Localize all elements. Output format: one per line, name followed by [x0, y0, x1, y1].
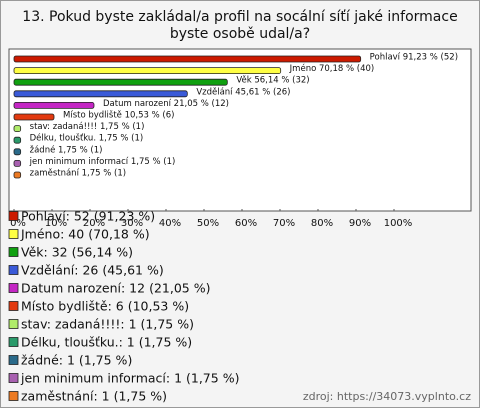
legend-label: Vzdělání: 26 (45,61 %) [21, 263, 164, 278]
x-tick-label: 10% [45, 218, 67, 229]
legend-swatch [8, 301, 19, 311]
legend-swatch [8, 373, 19, 383]
bar [13, 55, 362, 63]
value-label: Vzdělání 45,61 % (26) [196, 87, 290, 97]
legend-label: Místo bydliště: 6 (10,53 %) [21, 299, 189, 314]
legend-swatch [8, 265, 19, 275]
value-label: Jméno 70,18 % (40) [289, 63, 375, 74]
bar [13, 113, 55, 121]
legend-label: Pohlaví: 52 (91,23 %) [21, 209, 155, 224]
legend-label: žádné: 1 (1,75 %) [21, 353, 132, 368]
legend-label: Jméno: 40 (70,18 %) [20, 227, 150, 242]
legend-swatch [8, 283, 19, 293]
bar [13, 67, 282, 74]
legend-swatch [8, 391, 19, 401]
bar [13, 148, 22, 156]
value-label: stav: zadaná!!!! 1,75 % (1) [30, 122, 145, 132]
x-tick-label: 70% [273, 218, 295, 229]
chart-title: 13. Pokud byste zakládal/a profil na soc… [22, 9, 458, 42]
legend-label: Datum narození: 12 (21,05 %) [21, 281, 210, 296]
x-tick-label: 20% [83, 218, 105, 229]
bar [13, 78, 228, 86]
legend-swatch [8, 337, 19, 347]
value-label: jen minimum informací 1,75 % (1) [29, 157, 176, 167]
bar [13, 125, 22, 132]
value-label: Věk 56,14 % (32) [236, 76, 309, 86]
x-tick-label: 50% [197, 218, 219, 229]
x-tick-label: 80% [311, 218, 333, 229]
legend-label: stav: zadaná!!!!: 1 (1,75 %) [21, 317, 194, 332]
source: zdroj: https://34073.vyplnto.cz [303, 390, 471, 403]
value-label: žádné 1,75 % (1) [30, 144, 103, 155]
legend-swatch [8, 211, 19, 221]
value-label: Datum narození 21,05 % (12) [103, 99, 229, 109]
x-tick-label: 40% [159, 218, 181, 229]
value-label: Pohlaví 91,23 % (52) [370, 53, 458, 63]
bar [13, 159, 22, 167]
plot-area [8, 48, 472, 212]
legend-swatch [8, 355, 19, 365]
bar [13, 90, 188, 98]
bar [13, 171, 22, 179]
value-label: zaměstnání 1,75 % (1) [30, 169, 126, 179]
legend-swatch [8, 247, 19, 257]
x-tick-label: 0% [10, 218, 26, 229]
legend-label: zaměstnání: 1 (1,75 %) [21, 389, 167, 404]
x-tick-label: 90% [349, 218, 371, 229]
bar [13, 136, 22, 144]
legend-swatch [8, 229, 19, 239]
legend-label: Věk: 32 (56,14 %) [21, 245, 133, 260]
legend-swatch [8, 319, 19, 329]
bar [13, 102, 95, 109]
value-label: Délku, tloušťku. 1,75 % (1) [30, 133, 144, 144]
x-tick-label: 30% [121, 218, 143, 229]
x-tick-label: 60% [235, 218, 257, 229]
value-label: Místo bydliště 10,53 % (6) [63, 110, 174, 121]
legend-label: Délku, tloušťku.: 1 (1,75 %) [21, 335, 192, 350]
legend-label: jen minimum informací: 1 (1,75 %) [20, 371, 239, 386]
x-tick-label: 100% [384, 218, 413, 229]
